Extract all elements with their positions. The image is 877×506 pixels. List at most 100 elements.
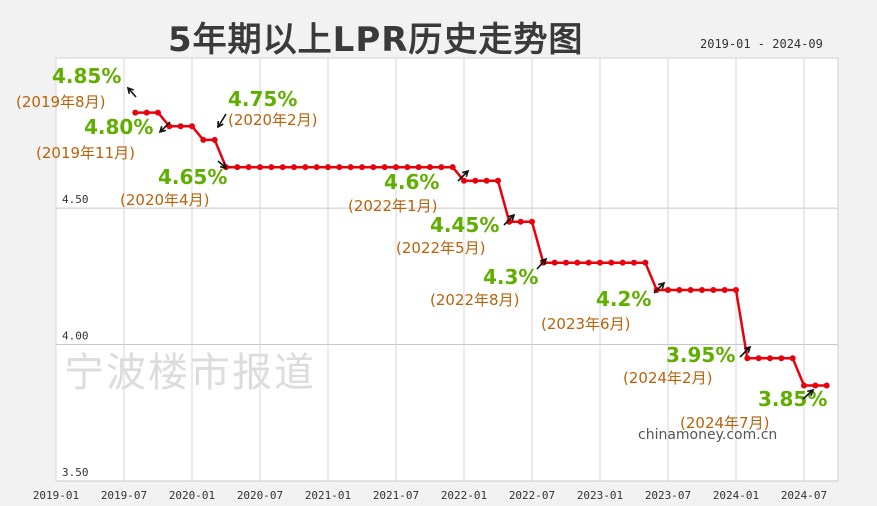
date-annotation: (2022年1月) [348, 197, 437, 215]
date-annotation: (2024年7月) [680, 414, 769, 432]
data-point [597, 259, 603, 266]
rate-annotation: 4.80% [84, 115, 153, 139]
data-point [211, 136, 218, 143]
data-point [801, 382, 807, 389]
rate-annotation: 4.45% [430, 213, 499, 237]
rate-annotation: 4.65% [158, 165, 227, 189]
data-point [755, 355, 762, 362]
axis-ticks: 2019-01 2019-07 2020-01 2020-07 2021-01 2021-… [33, 193, 827, 502]
data-point [733, 286, 739, 293]
data-point [767, 355, 773, 362]
date-annotation: (2019年8月) [16, 93, 105, 111]
data-point [245, 164, 252, 171]
data-point [427, 164, 433, 171]
date-annotation: (2024年2月) [623, 369, 712, 387]
annotations-layer: 4.85%(2019年8月)4.80%(2019年11月)4.75%(2020年… [16, 64, 827, 432]
rate-annotation: 3.85% [758, 387, 827, 411]
annotation-arrow [653, 282, 665, 294]
data-point [665, 286, 671, 293]
date-annotation: (2023年6月) [541, 315, 630, 333]
data-point [699, 286, 705, 293]
data-point [268, 164, 275, 171]
annotation-arrow [503, 214, 515, 226]
rate-annotation: 4.3% [483, 265, 538, 289]
data-point [336, 164, 343, 171]
rate-annotation: 4.85% [52, 64, 121, 88]
annotation-arrow [739, 346, 751, 358]
grid-lines [55, 58, 838, 482]
data-point [619, 259, 626, 266]
data-point [585, 259, 592, 266]
data-point [132, 109, 139, 116]
date-annotation: (2022年8月) [430, 291, 519, 309]
date-range-label: 2019-01 - 2024-09 [700, 37, 823, 51]
data-point [234, 164, 241, 171]
annotation-arrow [457, 170, 469, 182]
rate-annotation: 4.2% [596, 287, 651, 311]
rate-annotation: 3.95% [666, 343, 735, 367]
annotation-arrowhead [158, 125, 167, 134]
data-point [461, 177, 467, 184]
data-point [370, 164, 377, 171]
data-point [495, 177, 501, 184]
data-point [189, 123, 195, 130]
plot-area [55, 57, 839, 482]
y-tick-label: 4.50 [62, 193, 89, 206]
data-point [823, 382, 830, 389]
data-point [347, 164, 354, 171]
date-annotation: (2019年11月) [36, 144, 135, 162]
source-label: chinamoney.com.cn [638, 427, 778, 443]
x-tick-label: 2021-07 [373, 489, 419, 502]
date-annotation: (2020年2月) [228, 111, 317, 129]
data-point [631, 259, 637, 266]
data-point [438, 164, 445, 171]
data-point [812, 382, 819, 389]
data-point [551, 259, 558, 266]
annotation-arrowhead [461, 169, 470, 178]
data-point [155, 109, 161, 116]
rate-annotation: 4.75% [228, 87, 297, 111]
data-point [393, 164, 399, 171]
x-tick-label: 2023-01 [577, 489, 623, 502]
data-point [710, 286, 717, 293]
annotation-arrow [127, 87, 137, 98]
annotation-arrow [802, 389, 814, 400]
data-point [415, 164, 422, 171]
data-point [359, 164, 365, 171]
data-point [381, 164, 388, 171]
data-point [676, 286, 683, 293]
x-tick-label: 2019-07 [101, 489, 147, 502]
annotation-arrow [536, 258, 547, 270]
data-point [778, 355, 785, 362]
date-annotation: (2020年4月) [120, 191, 209, 209]
annotation-arrowhead [219, 162, 228, 170]
data-point [325, 164, 331, 171]
data-point [529, 218, 535, 225]
data-point [302, 164, 309, 171]
data-point [313, 164, 320, 171]
data-point [642, 259, 649, 266]
data-point [257, 164, 263, 171]
y-tick-label: 4.00 [62, 330, 89, 343]
annotation-arrowhead [657, 281, 666, 290]
data-point [291, 164, 297, 171]
annotation-arrowhead [217, 120, 224, 129]
data-point [404, 164, 411, 171]
annotation-arrowhead [126, 86, 134, 94]
data-point [143, 109, 150, 116]
data-point [279, 164, 286, 171]
annotation-arrowhead [507, 213, 516, 222]
data-point [574, 259, 581, 266]
x-tick-label: 2019-01 [33, 489, 79, 502]
x-tick-label: 2023-07 [645, 489, 691, 502]
chart-title: 5年期以上LPR历史走势图 [168, 20, 584, 60]
data-point [449, 164, 456, 171]
data-point [721, 286, 728, 293]
x-tick-label: 2024-07 [781, 489, 827, 502]
annotation-arrowhead [807, 388, 815, 396]
x-tick-label: 2020-01 [169, 489, 215, 502]
data-point [687, 286, 694, 293]
watermark: 宁波楼市报道 [64, 350, 316, 396]
annotation-arrowhead [540, 257, 548, 265]
